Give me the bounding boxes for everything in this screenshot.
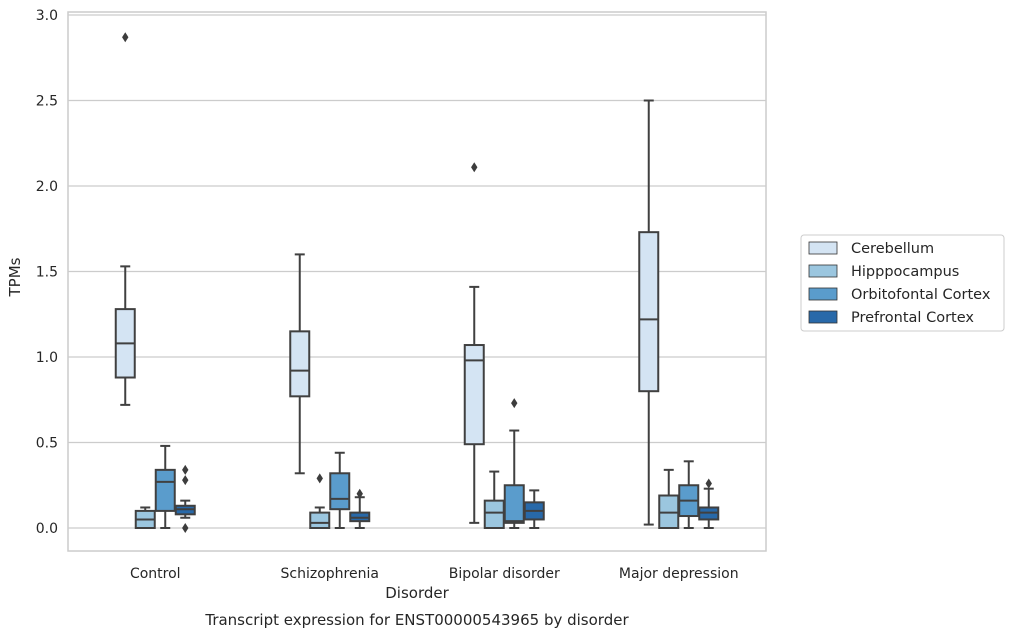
outlier-point — [182, 523, 189, 533]
box-body — [638, 231, 660, 393]
outlier-point — [511, 398, 518, 409]
box-body — [463, 344, 485, 446]
y-tick-label: 3.0 — [36, 8, 58, 24]
box-prefrontal-cortex — [174, 464, 196, 533]
legend-label: Prefrontal Cortex — [851, 310, 974, 326]
y-tick-label: 2.5 — [36, 94, 58, 110]
legend-swatch — [808, 310, 838, 324]
legend-label: Hipppocampus — [851, 264, 959, 280]
legend-label: Orbitofontal Cortex — [851, 287, 991, 303]
legend-swatch — [808, 287, 838, 301]
box-hipppocampus — [134, 506, 156, 529]
legend-item: Hipppocampus — [808, 264, 959, 280]
box-orbitofontal-cortex — [678, 460, 700, 529]
outlier-point — [182, 475, 189, 486]
box-body — [503, 484, 525, 524]
plot-frame — [67, 11, 767, 552]
legend-item: Orbitofontal Cortex — [808, 287, 991, 303]
y-tick-label: 2.0 — [36, 179, 58, 195]
y-tick-label: 1.5 — [36, 265, 58, 281]
box-orbitofontal-cortex — [329, 451, 351, 529]
y-axis-ticks: 0.0 0.5 1.0 1.5 2.0 2.5 3.0 — [36, 8, 58, 537]
box-cerebellum — [638, 99, 660, 526]
box-cerebellum — [463, 162, 485, 524]
legend-item: Prefrontal Cortex — [808, 310, 974, 326]
legend: Cerebellum Hipppocampus Orbitofontal Corte… — [800, 234, 1005, 332]
outlier-point — [471, 162, 478, 173]
box-body — [483, 499, 505, 530]
box-body — [154, 468, 176, 512]
outlier-point — [316, 473, 323, 484]
box-hipppocampus — [483, 470, 505, 530]
box-orbitofontal-cortex — [154, 444, 176, 529]
box-prefrontal-cortex — [349, 488, 371, 529]
y-tick-label: 1.0 — [36, 350, 58, 366]
grid-lines — [68, 14, 766, 529]
outlier-point — [122, 32, 129, 43]
box-plot-series — [114, 32, 720, 533]
x-tick-label: Control — [130, 566, 181, 582]
legend-label: Cerebellum — [851, 241, 934, 257]
box-cerebellum — [114, 32, 136, 406]
box-orbitofontal-cortex — [503, 398, 525, 529]
outlier-point — [705, 478, 712, 489]
box-hipppocampus — [309, 473, 331, 529]
x-axis-ticks: Control Schizophrenia Bipolar disorder Majo… — [130, 566, 739, 582]
box-body — [329, 472, 351, 511]
x-tick-label: Bipolar disorder — [449, 566, 560, 582]
legend-item: Cerebellum — [808, 241, 934, 257]
box-prefrontal-cortex — [523, 489, 545, 529]
legend-frame — [800, 234, 1005, 332]
y-axis-label: TPMs — [6, 257, 24, 297]
legend-swatch — [808, 241, 838, 255]
box-cerebellum — [289, 253, 311, 475]
y-tick-label: 0.5 — [36, 436, 58, 452]
box-body — [289, 330, 311, 398]
x-tick-label: Major depression — [619, 566, 739, 582]
outlier-point — [356, 488, 363, 499]
chart-caption: Transcript expression for ENST0000054396… — [204, 611, 629, 629]
legend-swatch — [808, 264, 838, 278]
box-hipppocampus — [658, 468, 680, 530]
x-axis-label: Disorder — [385, 584, 449, 602]
box-body — [309, 511, 331, 529]
box-prefrontal-cortex — [698, 478, 720, 529]
x-tick-label: Schizophrenia — [281, 566, 379, 582]
y-tick-label: 0.0 — [36, 521, 58, 537]
outlier-point — [182, 464, 189, 475]
